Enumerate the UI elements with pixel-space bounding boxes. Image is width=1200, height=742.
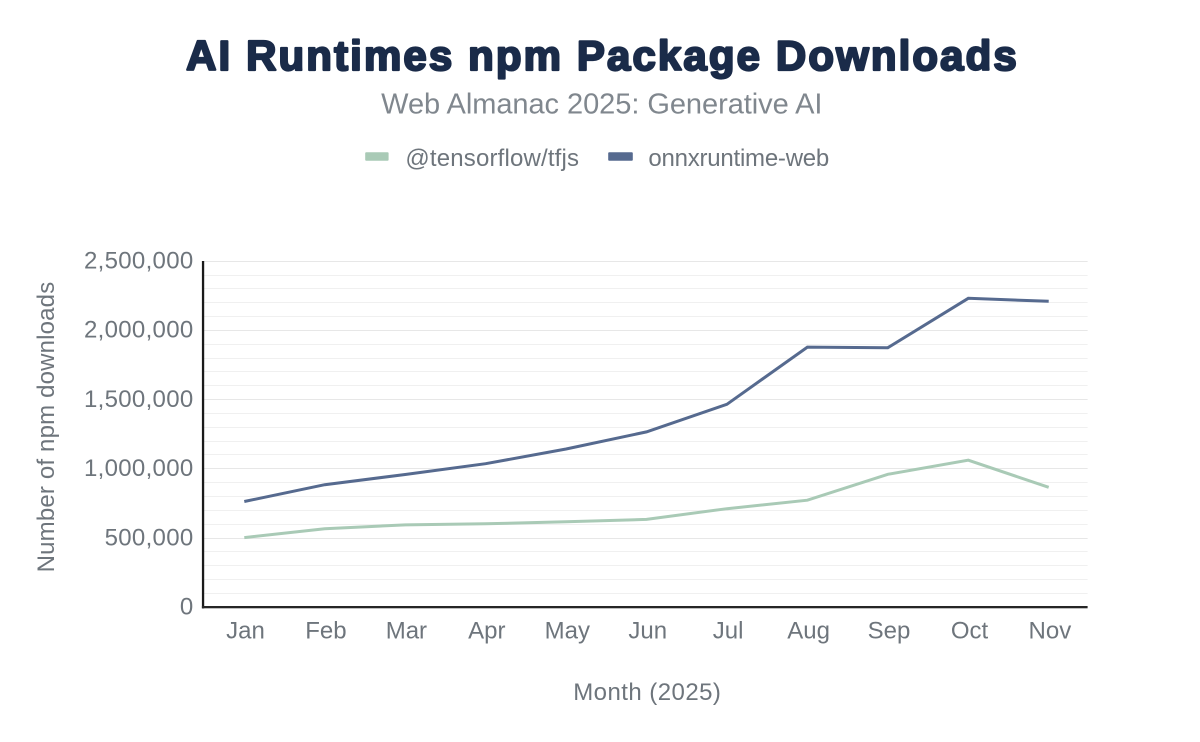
svg-text:2,000,000: 2,000,000 [84,317,193,344]
svg-text:Oct: Oct [951,618,989,645]
svg-text:2,500,000: 2,500,000 [84,248,193,275]
svg-text:Aug: Aug [787,618,830,645]
svg-text:May: May [545,618,590,645]
svg-text:AI Runtimes npm Package Downlo: AI Runtimes npm Package Downloads [186,32,1019,79]
svg-text:1,000,000: 1,000,000 [84,455,193,482]
svg-text:1,500,000: 1,500,000 [84,386,193,413]
svg-text:Sep: Sep [868,618,911,645]
svg-text:Feb: Feb [305,618,346,645]
svg-text:500,000: 500,000 [105,524,194,551]
svg-text:Web Almanac 2025: Generative A: Web Almanac 2025: Generative AI [381,89,822,121]
svg-text:Mar: Mar [386,618,427,645]
svg-text:Month (2025): Month (2025) [573,679,721,706]
svg-text:onnxruntime-web: onnxruntime-web [648,145,829,172]
svg-text:@tensorflow/tfjs: @tensorflow/tfjs [405,145,579,172]
svg-text:Apr: Apr [468,618,505,645]
svg-text:Jun: Jun [628,618,667,645]
svg-text:Nov: Nov [1029,618,1072,645]
svg-text:0: 0 [180,594,194,621]
svg-text:Jul: Jul [713,618,744,645]
svg-text:Number of npm downloads: Number of npm downloads [33,282,60,573]
svg-text:Jan: Jan [226,618,265,645]
